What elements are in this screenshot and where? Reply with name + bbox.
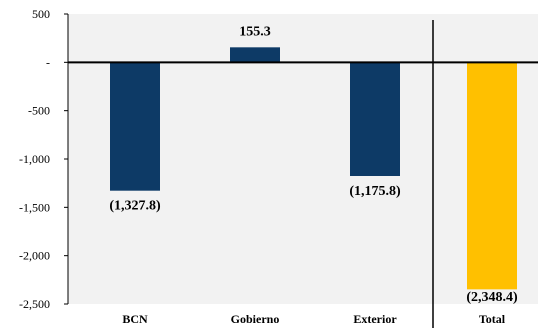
category-label-bcn: BCN — [122, 312, 148, 326]
y-tick-label: -2,500 — [19, 297, 50, 311]
category-label-exterior: Exterior — [353, 312, 397, 326]
y-tick-label: 500 — [32, 7, 50, 21]
category-labels: BCN Gobierno Exterior Total — [122, 312, 505, 326]
category-label-total: Total — [479, 312, 506, 326]
data-labels: (1,327.8) 155.3 (1,175.8) (2,348.4) — [109, 24, 518, 305]
bar-gobierno — [230, 47, 280, 63]
category-label-gobierno: Gobierno — [231, 312, 280, 326]
y-tick-label: -1,000 — [19, 152, 50, 166]
data-label-gobierno: 155.3 — [239, 24, 271, 39]
y-tick-label: -1,500 — [19, 200, 50, 214]
y-axis: 500 - -500 -1,000 -1,500 -2,000 -2,500 — [19, 7, 69, 311]
data-label-exterior: (1,175.8) — [349, 184, 401, 199]
y-tick-label: -2,000 — [19, 249, 50, 263]
bar-bcn — [110, 62, 160, 191]
y-tick-label: - — [46, 55, 50, 69]
bars — [110, 47, 517, 290]
bar-total — [467, 62, 517, 290]
y-tick-label: -500 — [28, 104, 50, 118]
data-label-total: (2,348.4) — [466, 290, 518, 305]
bar-exterior — [350, 62, 400, 176]
data-label-bcn: (1,327.8) — [109, 199, 161, 214]
